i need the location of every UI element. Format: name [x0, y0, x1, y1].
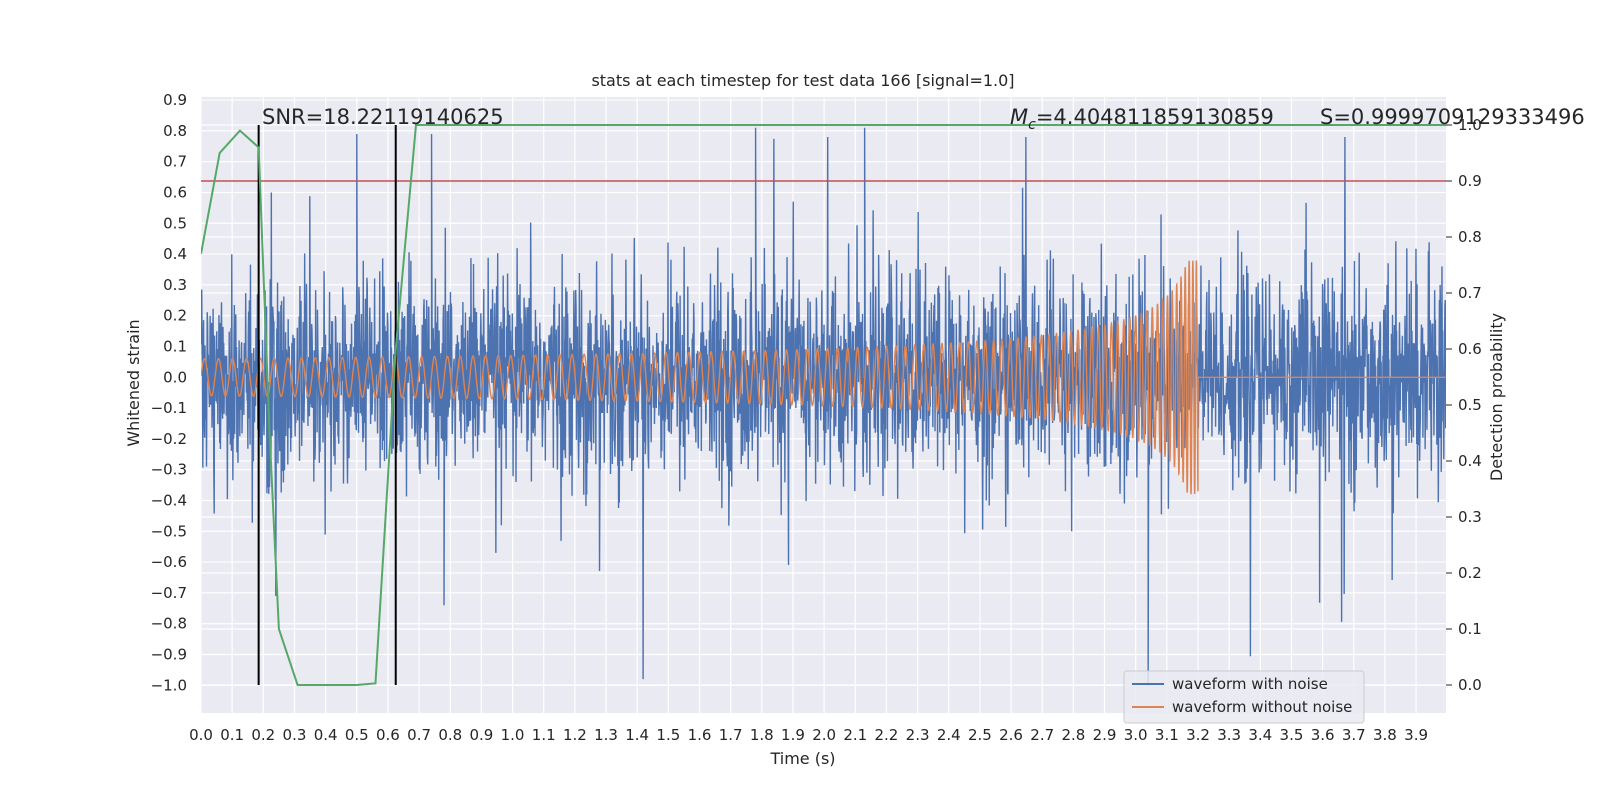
- score-annotation: S=0.9999709129333496: [1320, 105, 1585, 129]
- y2-tick-label: 0.7: [1458, 284, 1482, 302]
- x-tick-label: 0.3: [283, 726, 307, 744]
- y-tick-label: −0.4: [151, 491, 187, 509]
- y2-tick-label: 0.3: [1458, 508, 1482, 526]
- chirp-mass-value: =4.404811859130859: [1036, 105, 1274, 129]
- legend-label-noise: waveform with noise: [1172, 675, 1328, 693]
- x-tick-label: 0.2: [251, 726, 275, 744]
- y2-tick-label: 0.5: [1458, 396, 1482, 414]
- y-tick-label: 0.5: [163, 214, 187, 232]
- x-tick-label: 3.2: [1186, 726, 1210, 744]
- y-tick-label: −0.1: [151, 399, 187, 417]
- x-tick-label: 3.0: [1124, 726, 1148, 744]
- y-tick-label: 0.2: [163, 307, 187, 325]
- x-tick-label: 1.6: [688, 726, 712, 744]
- chirp-mass-subscript: c: [1028, 117, 1036, 133]
- y-tick-label: −0.8: [151, 615, 187, 633]
- x-tick-label: 2.5: [968, 726, 992, 744]
- y-axis-ticks: 0.9 0.8 0.7 0.6 0.5 0.4 0.3 0.2 0.1 0.0 −0.1 −0.2 −0…: [151, 91, 187, 694]
- y2-tick-label: 0.9: [1458, 172, 1482, 190]
- x-tick-label: 0.4: [314, 726, 338, 744]
- y-tick-label: 0.6: [163, 183, 187, 201]
- y-tick-label: 0.3: [163, 276, 187, 294]
- x-tick-label: 1.9: [781, 726, 805, 744]
- y2-tick-label: 1.0: [1458, 116, 1482, 134]
- y-tick-label: −0.3: [151, 461, 187, 479]
- x-tick-label: 0.1: [220, 726, 244, 744]
- vlines: [257, 125, 397, 685]
- x-tick-label: 1.3: [594, 726, 618, 744]
- x-tick-label: 2.0: [812, 726, 836, 744]
- x-tick-label: 3.8: [1373, 726, 1397, 744]
- x-tick-label: 0.7: [407, 726, 431, 744]
- y2-tick-label: 0.6: [1458, 340, 1482, 358]
- x-tick-label: 2.3: [906, 726, 930, 744]
- x-axis-label: Time (s): [769, 749, 835, 768]
- y2-tick-label: 0.8: [1458, 228, 1482, 246]
- y2-tick-label: 0.4: [1458, 452, 1482, 470]
- series-line-waveform-without-noise: [201, 260, 1446, 495]
- x-tick-label: 0.0: [189, 726, 213, 744]
- x-tick-label: 3.9: [1404, 726, 1428, 744]
- x-tick-label: 1.7: [719, 726, 743, 744]
- y-tick-label: 0.4: [163, 245, 187, 263]
- x-tick-label: 2.2: [875, 726, 899, 744]
- legend: waveform with noise waveform without noi…: [1123, 670, 1365, 724]
- y2-axis-ticks: 1.0 0.9 0.8 0.7 0.6 0.5 0.4 0.3 0.2 0.1 0.0: [1446, 116, 1482, 694]
- legend-label-clean: waveform without noise: [1172, 698, 1352, 716]
- legend-box: [1123, 670, 1365, 724]
- x-tick-label: 1.0: [501, 726, 525, 744]
- y-tick-label: 0.8: [163, 122, 187, 140]
- series-line-detection-probability: [201, 124, 1446, 686]
- y-tick-label: −1.0: [151, 676, 187, 694]
- y2-tick-label: 0.2: [1458, 564, 1482, 582]
- y-tick-label: −0.9: [151, 645, 187, 663]
- x-tick-label: 1.4: [625, 726, 649, 744]
- snr-annotation: SNR=18.22119140625: [262, 105, 504, 129]
- y-tick-label: 0.0: [163, 368, 187, 386]
- y2-tick-label: 0.0: [1458, 676, 1482, 694]
- y-tick-label: −0.6: [151, 553, 187, 571]
- x-tick-label: 0.5: [345, 726, 369, 744]
- x-tick-label: 1.8: [750, 726, 774, 744]
- x-tick-label: 2.1: [843, 726, 867, 744]
- x-tick-label: 2.8: [1061, 726, 1085, 744]
- x-axis-ticks: 0.0 0.1 0.2 0.3 0.4 0.5 0.6 0.7 0.8 0.9 1.0 1.1 1.2 1…: [189, 726, 1428, 744]
- x-tick-label: 1.1: [532, 726, 556, 744]
- x-tick-label: 2.6: [999, 726, 1023, 744]
- x-tick-label: 3.3: [1217, 726, 1241, 744]
- x-tick-label: 1.2: [563, 726, 587, 744]
- x-tick-label: 2.4: [937, 726, 961, 744]
- y-tick-label: 0.9: [163, 91, 187, 109]
- y2-axis-label: Detection probability: [1487, 313, 1506, 481]
- y-tick-label: −0.5: [151, 522, 187, 540]
- y2-tick-label: 0.1: [1458, 620, 1482, 638]
- x-tick-label: 3.4: [1248, 726, 1272, 744]
- x-tick-label: 3.6: [1311, 726, 1335, 744]
- chirp-mass-symbol: M: [1010, 105, 1028, 129]
- x-tick-label: 0.8: [438, 726, 462, 744]
- y-tick-label: −0.2: [151, 430, 187, 448]
- y-axis-label: Whitened strain: [124, 319, 143, 446]
- x-tick-label: 3.1: [1155, 726, 1179, 744]
- y-tick-label: −0.7: [151, 584, 187, 602]
- x-tick-label: 0.6: [376, 726, 400, 744]
- y-tick-label: 0.1: [163, 337, 187, 355]
- x-tick-label: 2.7: [1030, 726, 1054, 744]
- x-tick-label: 3.7: [1342, 726, 1366, 744]
- chart-title: stats at each timestep for test data 166…: [591, 71, 1014, 90]
- x-tick-label: 0.9: [469, 726, 493, 744]
- x-tick-label: 1.5: [656, 726, 680, 744]
- series-group: [201, 124, 1446, 686]
- y-tick-label: 0.7: [163, 153, 187, 171]
- x-tick-label: 3.5: [1280, 726, 1304, 744]
- chirp-mass-annotation: Mc=4.404811859130859: [1010, 105, 1274, 133]
- x-tick-label: 2.9: [1093, 726, 1117, 744]
